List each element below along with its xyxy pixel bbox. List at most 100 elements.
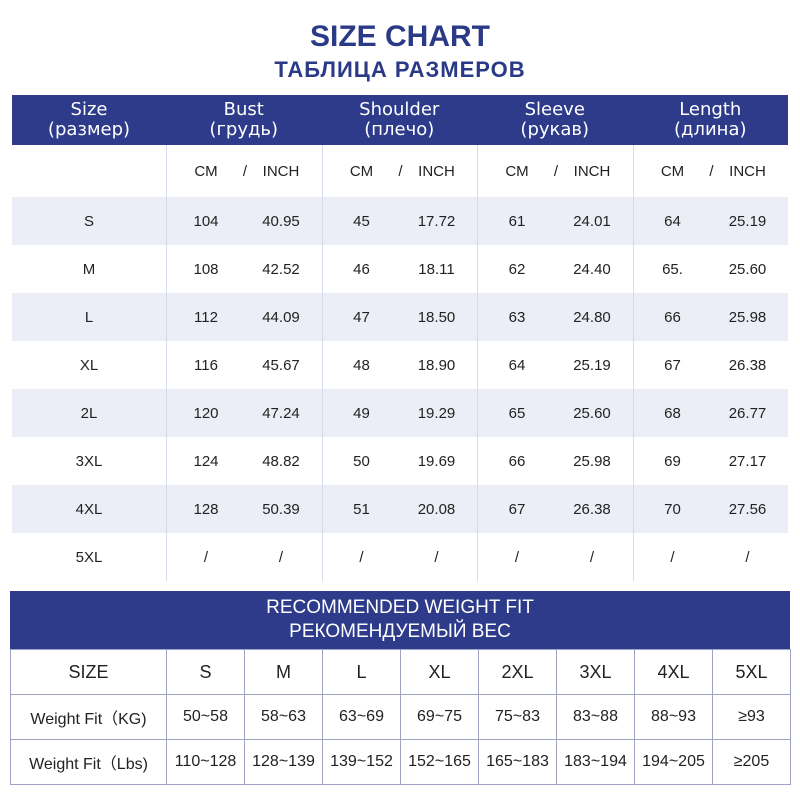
- shoulder-cell: 47 18.50: [321, 293, 478, 341]
- sleeve-cell: 61 24.01: [477, 197, 633, 245]
- table-row: M 108 42.52 46 18.11 62 24.40 65. 25.60: [12, 245, 788, 293]
- header-shoulder-ru: (плечо): [364, 119, 435, 140]
- bust-cell: 104 40.95: [166, 197, 322, 245]
- weight-kg-cell: 75~83: [478, 694, 557, 740]
- value-inch: 40.95: [262, 212, 300, 230]
- header-bust-ru: (грудь): [209, 119, 279, 140]
- weight-lbs-cell: 128~139: [244, 739, 323, 785]
- sleeve-cell: / /: [477, 533, 633, 581]
- header-sleeve: Sleeve (рукав): [477, 95, 633, 145]
- weight-kg-cell: ≥93: [712, 694, 791, 740]
- bust-cell: 112 44.09: [166, 293, 322, 341]
- value-inch: 45.67: [262, 356, 300, 374]
- header-size-en: Size: [70, 99, 108, 120]
- weight-lbs-cell: 152~165: [400, 739, 479, 785]
- table-row: 5XL / / / / / / / /: [12, 533, 788, 581]
- bust-cell: 124 48.82: [166, 437, 322, 485]
- header-bust-en: Bust: [223, 99, 264, 120]
- value-cm: 51: [353, 500, 370, 518]
- weight-lbs-row: Weight Fit（Lbs) 110~128 128~139 139~152 …: [10, 739, 791, 785]
- shoulder-cell: 49 19.29: [321, 389, 478, 437]
- sleeve-cell: 67 26.38: [477, 485, 633, 533]
- weight-lbs-cell: 194~205: [634, 739, 713, 785]
- header-length-ru: (длина): [674, 119, 747, 140]
- weight-table-header: RECOMMENDED WEIGHT FIT РЕКОМЕНДУЕМЫЙ ВЕС: [10, 591, 790, 649]
- bust-cell: 128 50.39: [166, 485, 322, 533]
- header-length-en: Length: [679, 99, 742, 120]
- sleeve-cell: 65 25.60: [477, 389, 633, 437]
- value-cm: 45: [353, 212, 370, 230]
- weight-lbs-cell: 165~183: [478, 739, 557, 785]
- table-row: L 112 44.09 47 18.50 63 24.80 66 25.98: [12, 293, 788, 341]
- shoulder-cell: 48 18.90: [321, 341, 478, 389]
- value-inch: 24.80: [573, 308, 611, 326]
- table-row: 2L 120 47.24 49 19.29 65 25.60 68 26.77: [12, 389, 788, 437]
- weight-kg-label: Weight Fit（KG): [10, 694, 167, 740]
- value-cm: 66: [508, 452, 526, 470]
- size-cell: 2L: [80, 404, 98, 422]
- value-cm: 120: [193, 404, 219, 422]
- size-cell: L: [84, 308, 94, 326]
- weight-size-cell: 3XL: [556, 649, 635, 695]
- header-shoulder: Shoulder (плечо): [322, 95, 478, 145]
- value-cm: 66: [664, 308, 681, 326]
- value-inch: 19.69: [417, 452, 456, 470]
- chart-title: SIZE CHART: [310, 20, 490, 53]
- value-cm: 67: [664, 356, 681, 374]
- units-row: CM / INCH CM / INCH CM / INCH CM / INCH: [12, 145, 788, 197]
- value-cm: 104: [193, 212, 219, 230]
- unit-sep: /: [553, 162, 559, 180]
- weight-size-cell: 2XL: [478, 649, 557, 695]
- value-inch: 26.77: [728, 404, 767, 422]
- unit-sep: /: [398, 162, 403, 180]
- bust-cell: / /: [166, 533, 322, 581]
- value-cm: 67: [508, 500, 526, 518]
- header-sleeve-en: Sleeve: [524, 99, 585, 120]
- value-inch: 25.60: [573, 404, 611, 422]
- weight-lbs-cell: ≥205: [712, 739, 791, 785]
- value-inch: 25.60: [728, 260, 767, 278]
- value-cm: 64: [508, 356, 526, 374]
- weight-lbs-cell: 183~194: [556, 739, 635, 785]
- value-cm: 49: [353, 404, 370, 422]
- size-cell: XL: [79, 356, 99, 374]
- value-inch: 42.52: [262, 260, 300, 278]
- value-cm: 50: [353, 452, 370, 470]
- unit-sep: /: [709, 162, 714, 180]
- value-inch: 18.90: [417, 356, 456, 374]
- weight-lbs-label: Weight Fit（Lbs): [10, 739, 167, 785]
- header-length: Length (длина): [633, 95, 789, 145]
- value-inch: 18.11: [418, 260, 455, 278]
- value-inch: 25.19: [728, 212, 767, 230]
- value-inch: 44.09: [262, 308, 300, 326]
- bust-cell: 120 47.24: [166, 389, 322, 437]
- length-cell: 64 25.19: [632, 197, 789, 245]
- value-cm: 69: [664, 452, 681, 470]
- header-sleeve-ru: (рукав): [520, 119, 590, 140]
- size-cell: M: [82, 260, 96, 278]
- unit-inch: INCH: [729, 162, 766, 180]
- value-inch: 50.39: [262, 500, 300, 518]
- sleeve-cell: 64 25.19: [477, 341, 633, 389]
- bust-cell: 116 45.67: [166, 341, 322, 389]
- sleeve-cell: 66 25.98: [477, 437, 633, 485]
- weight-kg-cell: 88~93: [634, 694, 713, 740]
- value-cm: 112: [194, 308, 218, 326]
- length-cell: 67 26.38: [632, 341, 789, 389]
- value-cm: 47: [353, 308, 370, 326]
- value-inch: 25.98: [728, 308, 767, 326]
- table-row: S 104 40.95 45 17.72 61 24.01 64 25.19: [12, 197, 788, 245]
- weight-kg-cell: 69~75: [400, 694, 479, 740]
- value-inch: /: [278, 548, 284, 566]
- weight-title-ru: РЕКОМЕНДУЕМЫЙ ВЕС: [289, 621, 511, 642]
- value-cm: 68: [664, 404, 681, 422]
- value-cm: 128: [193, 500, 219, 518]
- weight-size-cell: 5XL: [712, 649, 791, 695]
- value-inch: /: [589, 548, 595, 566]
- unit-sep: /: [242, 162, 248, 180]
- value-inch: 20.08: [417, 500, 456, 518]
- value-inch: 26.38: [573, 500, 611, 518]
- bust-cell: 108 42.52: [166, 245, 322, 293]
- value-cm: 46: [353, 260, 370, 278]
- header-size: Size (размер): [12, 95, 166, 145]
